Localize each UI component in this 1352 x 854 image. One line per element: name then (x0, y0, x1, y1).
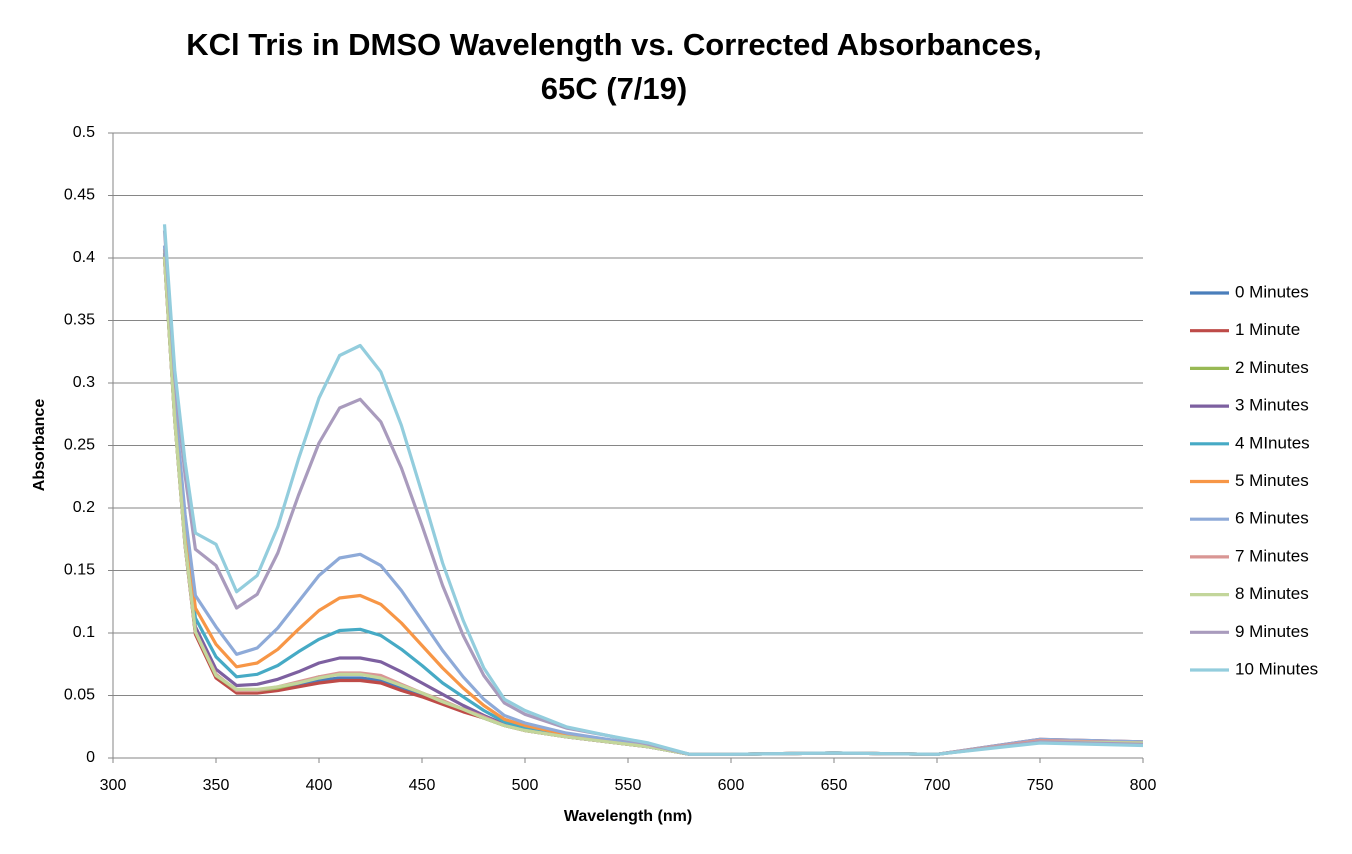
x-tick-label: 450 (409, 777, 436, 794)
y-tick-label: 0 (86, 749, 95, 766)
series-line (162, 230, 1143, 756)
x-tick-label: 600 (718, 777, 745, 794)
legend-label: 6 Minutes (1235, 509, 1309, 528)
y-tick-label: 0.35 (64, 312, 95, 329)
y-tick-label: 0.1 (73, 624, 95, 641)
x-tick-label: 550 (615, 777, 642, 794)
x-tick-label: 750 (1027, 777, 1054, 794)
y-tick-label: 0.45 (64, 187, 95, 204)
legend-label: 2 Minutes (1235, 358, 1309, 377)
legend-label: 7 Minutes (1235, 546, 1309, 565)
chart-title: 65C (7/19) (541, 71, 687, 106)
x-tick-label: 350 (203, 777, 230, 794)
x-tick-label: 650 (821, 777, 848, 794)
series-line (162, 256, 1143, 756)
x-axis-title: Wavelength (nm) (564, 808, 692, 825)
y-tick-label: 0.5 (73, 124, 95, 141)
y-tick-label: 0.05 (64, 687, 95, 704)
legend-label: 9 Minutes (1235, 622, 1309, 641)
legend-label: 1 Minute (1235, 320, 1300, 339)
chart-title: KCl Tris in DMSO Wavelength vs. Correcte… (186, 27, 1042, 62)
legend-label: 5 Minutes (1235, 471, 1309, 490)
plot-area (162, 224, 1143, 756)
x-tick-label: 500 (512, 777, 539, 794)
x-tick-label: 400 (306, 777, 333, 794)
legend-label: 8 Minutes (1235, 584, 1309, 603)
y-tick-label: 0.4 (73, 249, 95, 266)
grid: 0 0.05 0.1 0.15 0.2 0.25 0.3 0.35 0.4 0.45 0.5 300 3… (64, 124, 1157, 794)
x-tick-label: 300 (100, 777, 127, 794)
y-tick-label: 0.3 (73, 374, 95, 391)
y-tick-label: 0.25 (64, 437, 95, 454)
x-tick-label: 800 (1130, 777, 1157, 794)
legend-label: 4 MInutes (1235, 433, 1310, 452)
x-tick-label: 700 (924, 777, 951, 794)
legend-label: 3 Minutes (1235, 396, 1309, 415)
y-axis-title: Absorbance (31, 399, 48, 492)
legend-label: 0 Minutes (1235, 282, 1309, 301)
legend: 0 Minutes 1 Minute 2 Minutes 3 Minutes 4 MIn… (1190, 282, 1318, 678)
legend-label: 10 Minutes (1235, 659, 1318, 678)
series-line (162, 224, 1143, 756)
y-tick-label: 0.15 (64, 562, 95, 579)
y-tick-label: 0.2 (73, 499, 95, 516)
